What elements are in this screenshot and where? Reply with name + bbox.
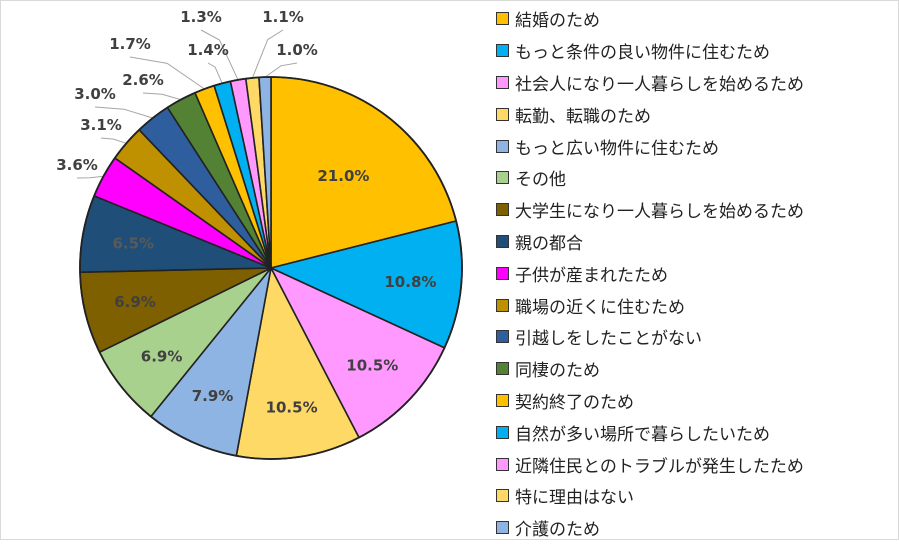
legend-item-4: 転勤、転職のため xyxy=(496,98,896,130)
data-label-8: 6.5% xyxy=(112,235,154,253)
legend-swatch-11 xyxy=(496,330,509,344)
legend-item-10: 職場の近くに住むため xyxy=(496,289,896,321)
legend-swatch-6 xyxy=(496,171,509,185)
legend-item-9: 子供が産まれたため xyxy=(496,257,896,289)
legend-label-11: 引越しをしたことがない xyxy=(515,329,702,350)
legend-item-11: 引越しをしたことがない xyxy=(496,321,896,353)
leader-line-10 xyxy=(100,137,127,144)
leader-line-12 xyxy=(142,92,182,101)
data-label-16: 1.1% xyxy=(262,8,304,26)
legend-swatch-4 xyxy=(496,107,509,121)
legend-swatch-8 xyxy=(496,234,509,248)
legend-item-14: 自然が多い場所で暮らしたいため xyxy=(496,416,896,448)
legend-item-6: その他 xyxy=(496,162,896,194)
legend-item-17: 介護のため xyxy=(496,512,896,544)
pie-chart: 21.0% 10.8% 10.5% 10.5% 7.9% 6.9% 6.9% 6.5% 3.6%… xyxy=(56,8,463,460)
legend-item-3: 社会人になり一人暮らしを始めるため xyxy=(496,67,896,99)
leader-line-15 xyxy=(200,29,239,81)
legend-item-13: 契約終了のため xyxy=(496,385,896,417)
legend-swatch-7 xyxy=(496,203,509,217)
legend-swatch-13 xyxy=(496,393,509,407)
legend-label-14: 自然が多い場所で暮らしたいため xyxy=(515,424,770,445)
legend-label-17: 介護のため xyxy=(515,520,600,541)
legend-swatch-10 xyxy=(496,298,509,312)
legend-swatch-3 xyxy=(496,75,509,89)
legend-swatch-5 xyxy=(496,139,509,153)
leader-line-11 xyxy=(94,106,153,119)
leader-line-9 xyxy=(76,175,104,179)
legend-swatch-17 xyxy=(496,521,509,535)
legend-item-1: 結婚のため xyxy=(496,3,896,35)
data-label-3: 10.5% xyxy=(346,357,398,375)
legend-label-16: 特に理由はない xyxy=(515,488,634,509)
legend-label-13: 契約終了のため xyxy=(515,392,634,413)
legend-item-16: 特に理由はない xyxy=(496,480,896,512)
legend-label-9: 子供が産まれたため xyxy=(515,265,668,286)
legend-item-12: 同棲のため xyxy=(496,353,896,385)
legend-item-5: もっと広い物件に住むため xyxy=(496,130,896,162)
legend-label-4: 転勤、転職のため xyxy=(515,106,651,127)
data-label-17: 1.0% xyxy=(276,41,318,59)
legend-label-5: もっと広い物件に住むため xyxy=(515,138,719,159)
legend-swatch-15 xyxy=(496,457,509,471)
legend-label-8: 親の都合 xyxy=(515,233,583,254)
data-label-6: 6.9% xyxy=(141,347,183,365)
legend-item-15: 近隣住民とのトラブルが発生したため xyxy=(496,448,896,480)
data-label-13: 1.7% xyxy=(109,35,151,53)
data-label-10: 3.1% xyxy=(80,116,122,134)
legend-label-2: もっと条件の良い物件に住むため xyxy=(515,43,770,64)
legend-swatch-14 xyxy=(496,425,509,439)
data-label-7: 6.9% xyxy=(114,293,156,311)
legend-swatch-9 xyxy=(496,266,509,280)
data-label-14: 1.4% xyxy=(187,41,229,59)
data-label-5: 7.9% xyxy=(192,387,234,405)
legend-label-6: その他 xyxy=(515,170,566,191)
leader-line-13 xyxy=(129,56,205,90)
legend-item-2: もっと条件の良い物件に住むため xyxy=(496,35,896,67)
chart-legend: 結婚のためもっと条件の良い物件に住むため社会人になり一人暮らしを始めるため 転勤、… xyxy=(496,3,896,544)
pie-outline xyxy=(79,76,463,460)
data-label-1: 21.0% xyxy=(317,167,369,185)
legend-swatch-16 xyxy=(496,489,509,503)
data-label-2: 10.8% xyxy=(384,273,436,291)
legend-item-8: 親の都合 xyxy=(496,226,896,258)
legend-swatch-2 xyxy=(496,44,509,58)
leader-line-16 xyxy=(251,29,284,79)
data-label-15: 1.3% xyxy=(180,8,222,26)
leader-line-14 xyxy=(207,62,223,84)
leader-line-17 xyxy=(264,62,298,78)
legend-label-10: 職場の近くに住むため xyxy=(515,297,685,318)
legend-item-7: 大学生になり一人暮らしを始めるため xyxy=(496,194,896,226)
legend-label-3: 社会人になり一人暮らしを始めるため xyxy=(515,74,804,95)
legend-label-7: 大学生になり一人暮らしを始めるため xyxy=(515,202,804,223)
data-label-4: 10.5% xyxy=(266,399,318,417)
legend-swatch-1 xyxy=(496,12,509,26)
data-label-11: 3.0% xyxy=(74,85,116,103)
legend-label-15: 近隣住民とのトラブルが発生したため xyxy=(515,456,804,477)
data-label-9: 3.6% xyxy=(56,156,98,174)
legend-label-12: 同棲のため xyxy=(515,361,600,382)
legend-label-1: 結婚のため xyxy=(515,11,600,32)
legend-swatch-12 xyxy=(496,362,509,376)
data-label-12: 2.6% xyxy=(122,71,164,89)
